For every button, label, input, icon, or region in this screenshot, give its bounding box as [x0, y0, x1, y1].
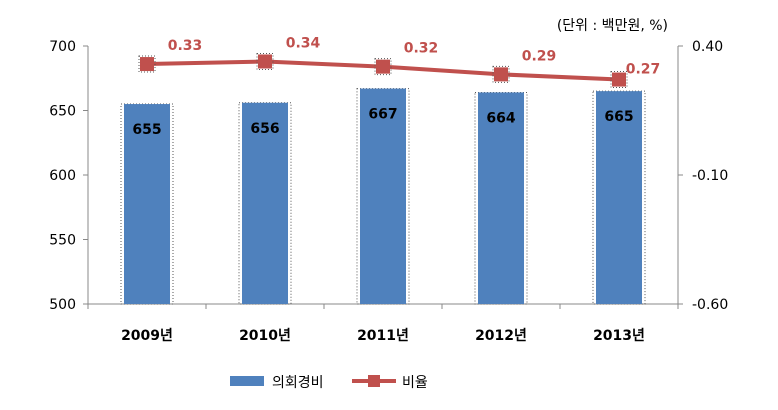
marker-outline: [256, 52, 274, 70]
right-tick-label: 0.40: [692, 39, 723, 55]
marker-outline: [374, 58, 392, 76]
line-marker: [140, 57, 154, 72]
left-tick-label: 600: [49, 168, 76, 184]
line-value-label: 0.33: [168, 38, 203, 54]
legend-bar-label: 의회경비: [272, 375, 324, 391]
x-axis-labels: 2009년 2010년 2011년 2012년 2013년: [121, 328, 645, 344]
category-label: 2011년: [357, 328, 409, 344]
line-series: 0.33 0.34 0.32 0.29 0.27: [138, 35, 661, 89]
line-marker: [612, 72, 626, 87]
marker-outline: [492, 65, 510, 83]
left-axis: 700 650 600 550 500: [49, 39, 679, 313]
bar: [242, 102, 288, 304]
bar-outline: [356, 88, 410, 305]
bar-value-label: 664: [486, 110, 515, 126]
left-tick-label: 700: [49, 39, 76, 55]
unit-note: (단위 : 백만원, %): [557, 18, 668, 34]
bar-value-label: 665: [604, 109, 633, 125]
bar-value-label: 655: [132, 122, 161, 138]
legend-line-marker: [368, 375, 380, 387]
category-label: 2012년: [475, 328, 527, 344]
left-tick-label: 500: [49, 297, 76, 313]
bar-outline: [592, 90, 646, 305]
left-tick-label: 650: [49, 104, 76, 120]
right-axis: 0.40 -0.10 -0.60: [677, 39, 728, 313]
line-value-label: 0.34: [286, 35, 321, 51]
marker-outline: [610, 71, 628, 89]
left-tick-label: 550: [49, 233, 76, 249]
line-value-label: 0.27: [626, 62, 661, 78]
bar: [360, 88, 406, 304]
bar: [596, 91, 642, 305]
line-marker: [258, 54, 272, 69]
legend-line-label: 비율: [402, 375, 428, 391]
bar-value-label: 667: [368, 107, 397, 123]
legend-bar-swatch: [230, 376, 264, 386]
marker-outline: [138, 55, 156, 73]
line-marker: [494, 67, 508, 82]
category-label: 2013년: [593, 328, 645, 344]
right-tick-label: -0.60: [692, 297, 728, 313]
category-label: 2009년: [121, 328, 173, 344]
legend: 의회경비 비율: [230, 375, 428, 391]
bar: [124, 104, 170, 304]
bar: [478, 92, 524, 304]
line-value-label: 0.29: [522, 48, 557, 64]
category-label: 2010년: [239, 328, 291, 344]
bar-value-label: 656: [250, 121, 279, 137]
right-tick-label: -0.10: [692, 168, 728, 184]
line-marker: [376, 59, 390, 74]
line-value-label: 0.32: [404, 41, 439, 57]
bar-series: 655 656 667 664 665: [120, 88, 646, 305]
